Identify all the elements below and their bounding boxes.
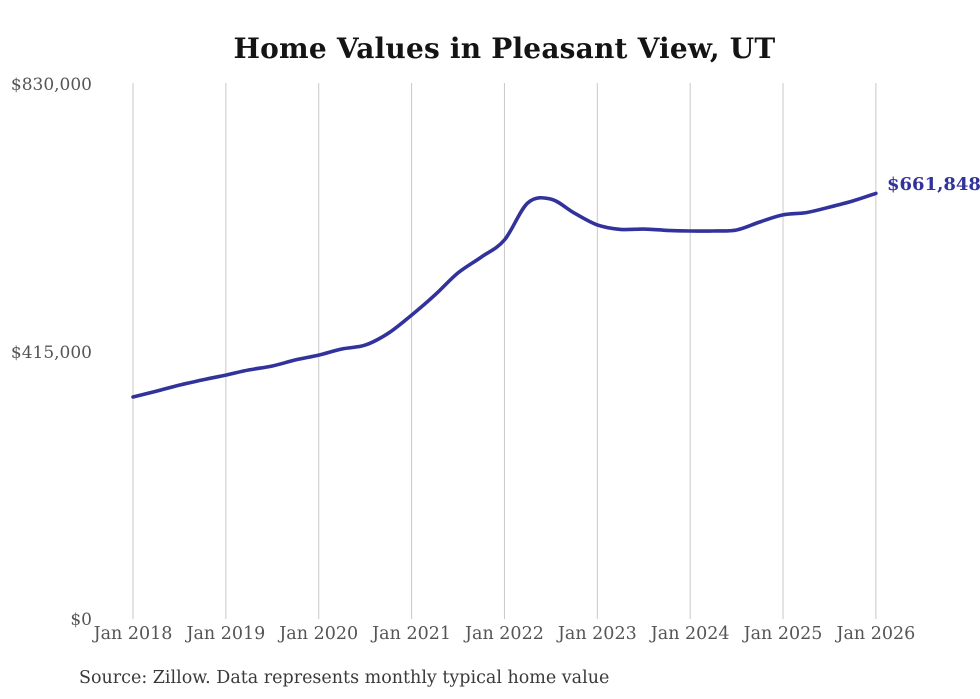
vertical-gridlines (132, 83, 877, 619)
end-value-label: $661,848 (887, 174, 980, 195)
x-axis-tick-label: Jan 2019 (186, 624, 266, 644)
x-axis-tick-label: Jan 2026 (836, 624, 916, 644)
x-axis-tick-label: Jan 2024 (650, 624, 730, 644)
x-axis-tick-label: Jan 2018 (93, 624, 173, 644)
y-axis-tick-label: $830,000 (10, 75, 92, 95)
x-axis-tick-label: Jan 2021 (372, 624, 451, 644)
x-axis-tick-label: Jan 2025 (743, 624, 823, 644)
y-axis-tick-label: $0 (70, 610, 92, 630)
x-axis-tick-label: Jan 2020 (279, 624, 359, 644)
x-axis-tick-label: Jan 2022 (465, 624, 544, 644)
home-value-line (131, 191, 878, 399)
chart-title: Home Values in Pleasant View, UT (233, 32, 776, 65)
source-note: Source: Zillow. Data represents monthly … (79, 668, 610, 688)
x-axis-tick-label: Jan 2023 (557, 624, 637, 644)
y-axis-tick-label: $415,000 (10, 342, 92, 363)
